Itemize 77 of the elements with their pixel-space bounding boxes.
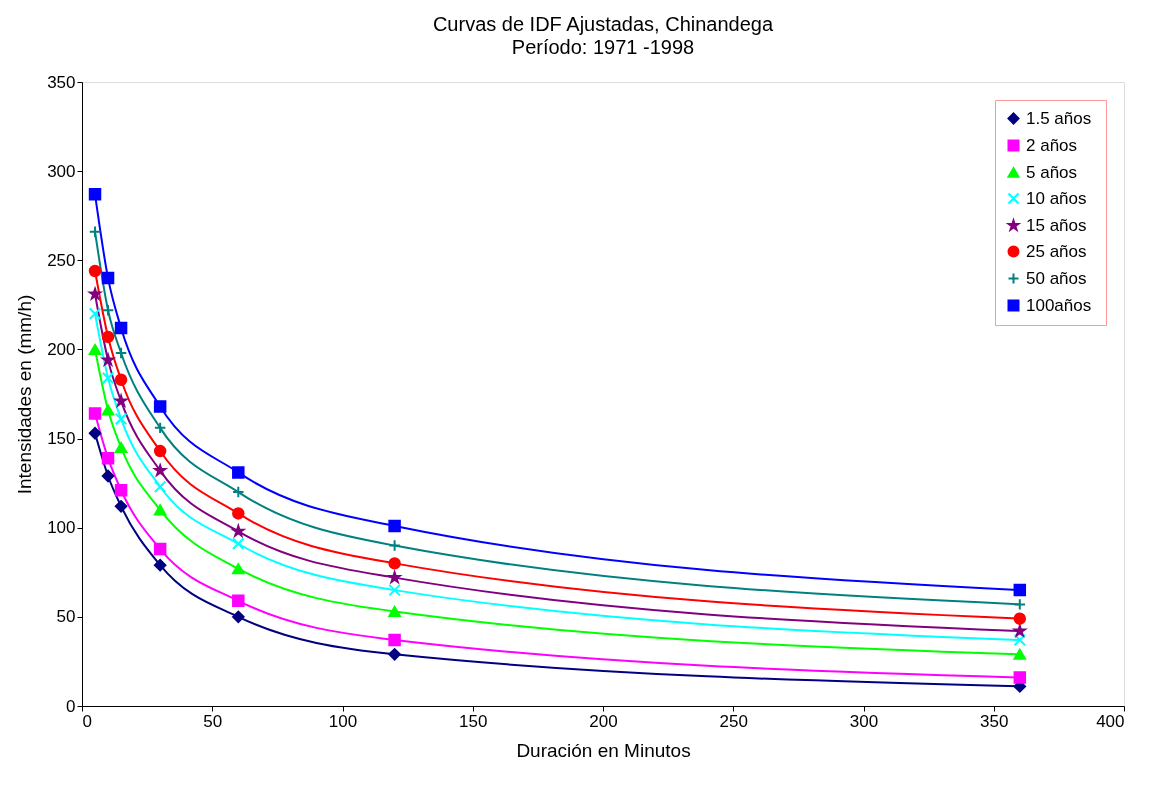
point: [232, 563, 245, 575]
point: [114, 441, 128, 454]
legend-label: 10 años: [1026, 188, 1087, 208]
point: [88, 264, 102, 278]
legend-label: 5 años: [1026, 162, 1078, 182]
point: [114, 484, 128, 497]
y-tick-label: 250: [47, 250, 76, 270]
point: [232, 610, 245, 624]
y-tick-label: 200: [47, 339, 76, 359]
y-tick-label: 100: [47, 518, 76, 538]
point: [114, 321, 128, 335]
point: [1013, 671, 1027, 684]
x-tick-label: 200: [589, 711, 618, 731]
point: [101, 330, 115, 344]
point: [1013, 648, 1027, 660]
point: [88, 307, 102, 321]
point: [388, 648, 401, 661]
point: [1013, 633, 1027, 647]
point: [388, 557, 401, 570]
point: [232, 594, 245, 608]
point: [388, 605, 401, 618]
x-tick-label: 400: [1096, 711, 1125, 731]
point: [232, 466, 245, 479]
point: [388, 539, 401, 552]
point: [88, 426, 102, 440]
x-tick-label: 300: [849, 711, 879, 731]
legend-label: 100años: [1026, 295, 1092, 315]
point: [153, 400, 167, 413]
point: [88, 343, 102, 355]
point: [153, 444, 167, 458]
point: [388, 583, 401, 597]
point: [232, 507, 245, 520]
point: [153, 480, 167, 493]
y-tick-label: 300: [47, 161, 76, 181]
point: [114, 412, 128, 426]
point: [114, 500, 128, 513]
point: [1013, 583, 1027, 597]
point: [153, 542, 167, 556]
point: [388, 519, 401, 533]
legend-label: 50 años: [1026, 268, 1087, 288]
y-tick-label: 150: [47, 429, 76, 449]
y-tick-label: 350: [47, 72, 76, 92]
point: [101, 371, 115, 385]
chart-title: Curvas de IDF Ajustadas, Chinandega: [432, 13, 774, 35]
point: [232, 537, 245, 550]
y-tick-label: 0: [66, 696, 76, 716]
point: [114, 346, 128, 360]
point: [101, 451, 115, 465]
point: [88, 225, 102, 238]
point: [101, 404, 115, 416]
point: [388, 633, 401, 647]
point: [1013, 612, 1027, 625]
x-tick-label: 0: [82, 711, 92, 731]
point: [101, 303, 115, 317]
point: [88, 407, 102, 420]
y-tick-label: 50: [56, 607, 76, 627]
point: [153, 504, 167, 516]
x-tick-label: 350: [980, 711, 1009, 731]
x-tick-label: 100: [328, 711, 358, 731]
point: [114, 373, 128, 386]
x-tick-label: 250: [719, 711, 748, 731]
point: [101, 271, 115, 285]
point: [153, 558, 167, 572]
x-axis-title: Duración en Minutos: [516, 739, 691, 761]
legend-label: 1.5 años: [1026, 108, 1092, 128]
legend-label: 25 años: [1026, 241, 1087, 261]
point: [153, 421, 167, 435]
chart-subtitle: Período: 1971 -1998: [511, 36, 695, 58]
point: [88, 188, 102, 201]
x-tick-label: 150: [459, 711, 488, 731]
legend-label: 2 años: [1026, 135, 1078, 155]
point: [1013, 598, 1027, 611]
y-axis-title: Intensidades en (mm/h): [14, 294, 36, 495]
legend-label: 15 años: [1026, 215, 1087, 235]
point: [101, 469, 115, 483]
x-tick-label: 50: [203, 711, 223, 731]
point: [232, 485, 245, 499]
